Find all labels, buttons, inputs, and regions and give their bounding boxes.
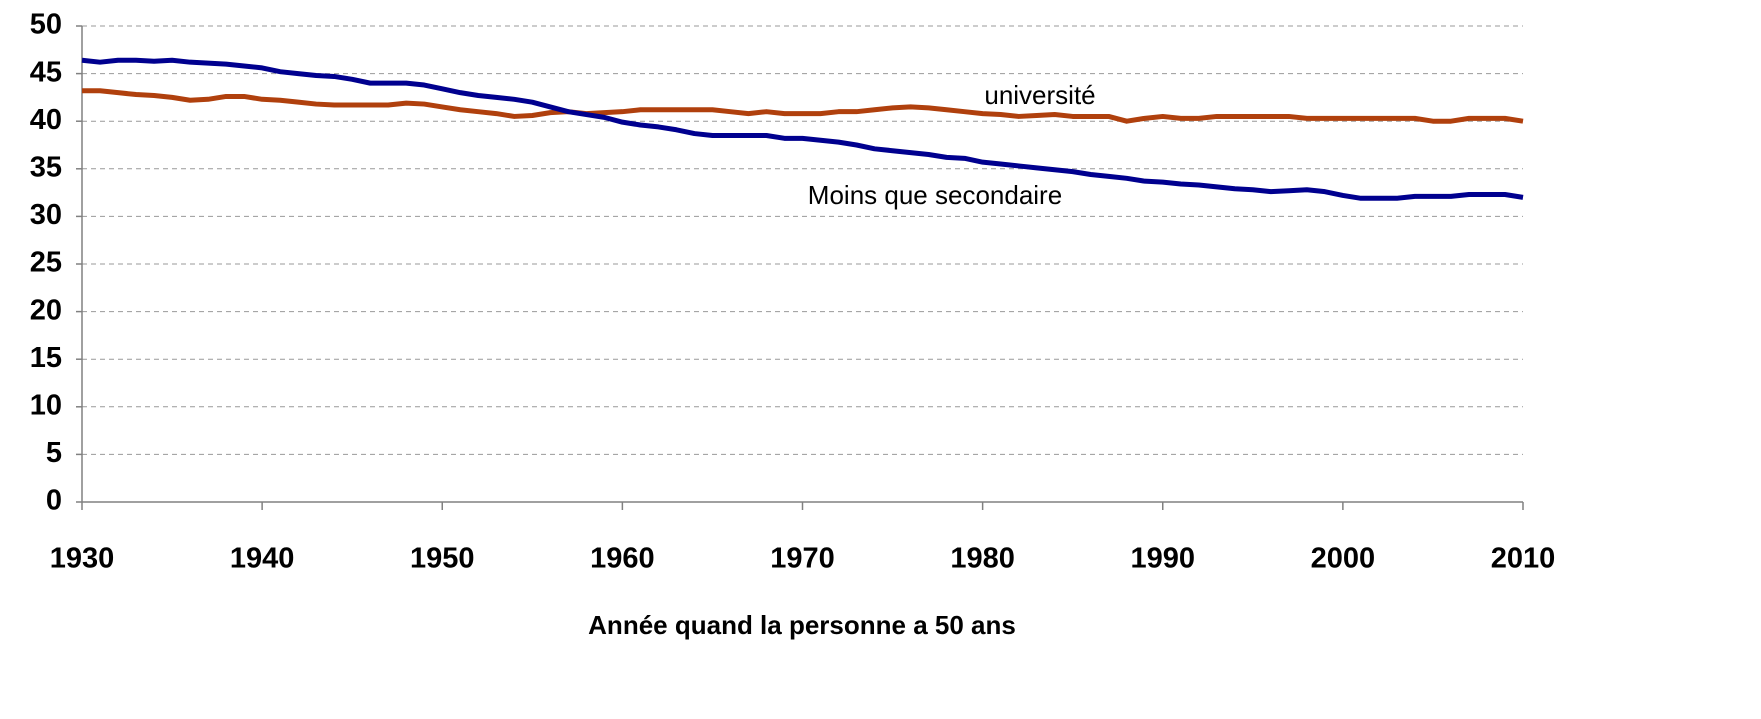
y-tick-label: 50 bbox=[30, 9, 62, 41]
y-tick-label: 10 bbox=[30, 389, 62, 421]
x-tick-label: 1970 bbox=[770, 543, 835, 575]
y-tick-label: 25 bbox=[30, 247, 62, 279]
x-tick-label: 1980 bbox=[950, 543, 1015, 575]
x-tick-label: 1930 bbox=[50, 543, 115, 575]
y-tick-label: 40 bbox=[30, 104, 62, 136]
y-tick-label: 20 bbox=[30, 294, 62, 326]
series-line bbox=[81, 57, 1524, 201]
y-tick-label: 30 bbox=[30, 199, 62, 231]
y-tick-label: 0 bbox=[46, 485, 62, 517]
y-tick-label: 15 bbox=[30, 342, 62, 374]
y-tick-label: 45 bbox=[30, 56, 62, 88]
y-tick-label: 35 bbox=[30, 151, 62, 183]
x-tick-label: 1960 bbox=[590, 543, 655, 575]
y-tick-label: 5 bbox=[46, 437, 62, 469]
x-tick-label: 2010 bbox=[1491, 543, 1556, 575]
x-tick-label: 1990 bbox=[1130, 543, 1195, 575]
x-tick-label: 1950 bbox=[410, 543, 475, 575]
series-label: université bbox=[984, 80, 1095, 110]
series-label: Moins que secondaire bbox=[808, 180, 1062, 210]
x-tick-label: 1940 bbox=[230, 543, 295, 575]
x-tick-label: 2000 bbox=[1311, 543, 1376, 575]
x-axis-title: Année quand la personne a 50 ans bbox=[588, 610, 1016, 640]
series-line bbox=[82, 88, 1524, 124]
